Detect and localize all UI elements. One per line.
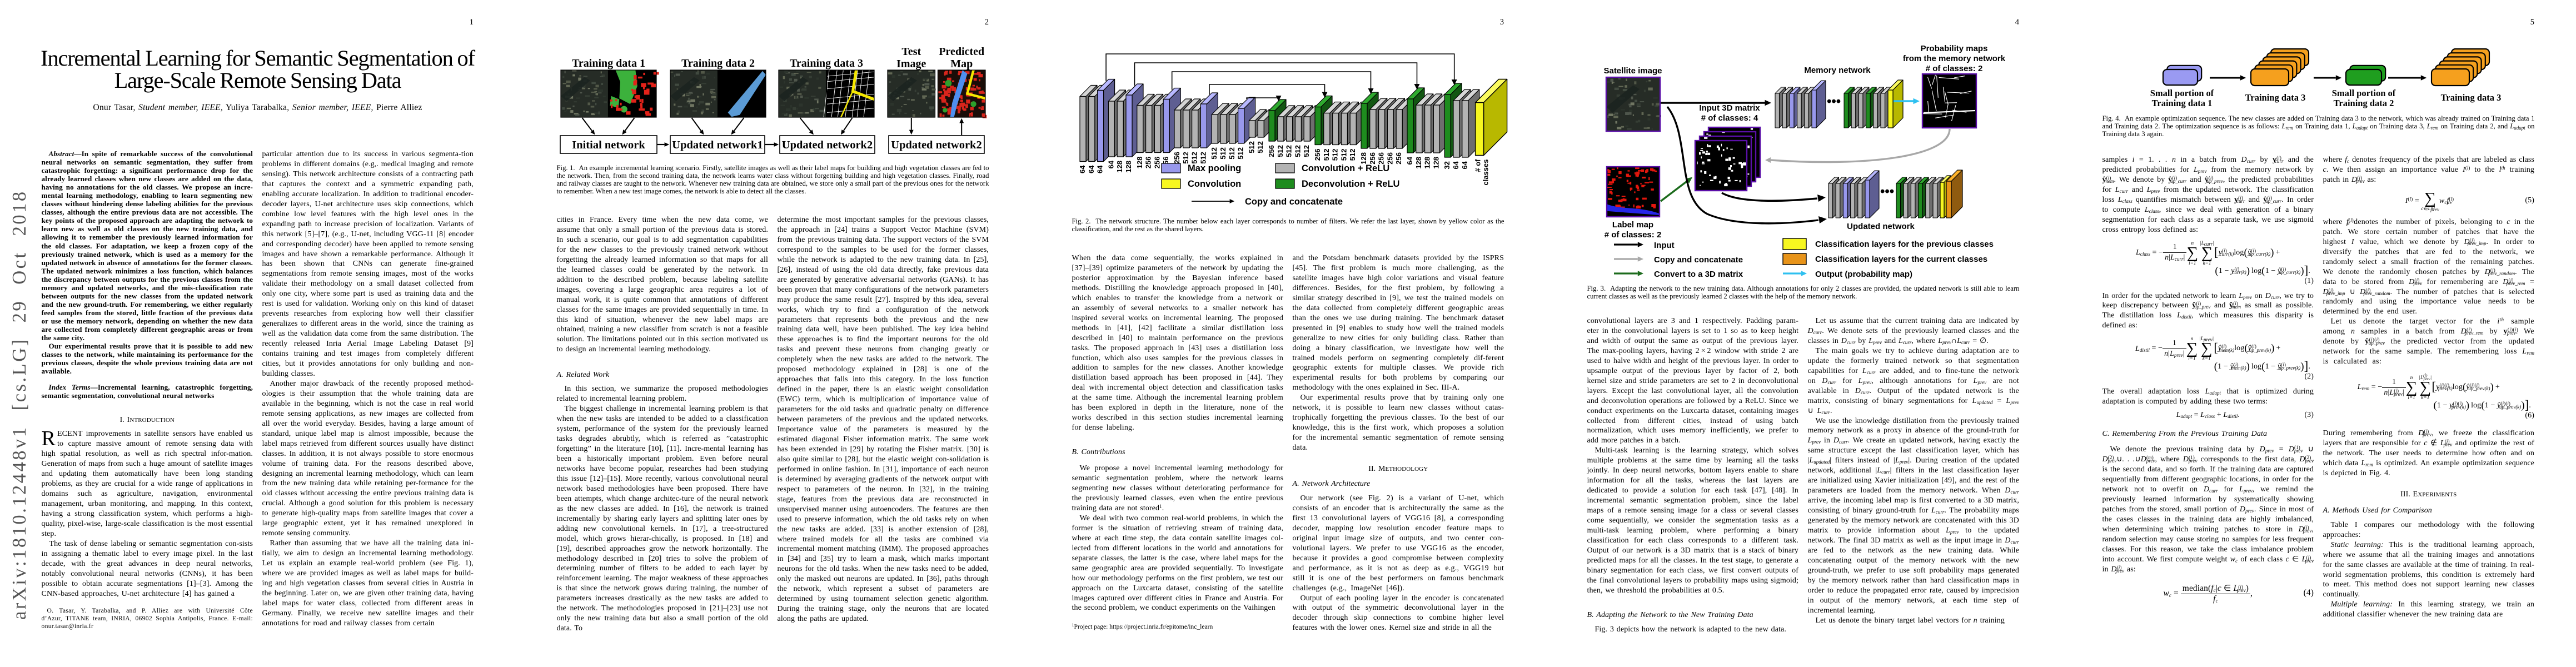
svg-text:Input: Input <box>1654 241 1675 250</box>
svg-text:Predicted: Predicted <box>939 46 984 58</box>
svg-text:Label map: Label map <box>1612 220 1653 230</box>
svg-text:32: 32 <box>1443 161 1451 169</box>
svg-text:Classification layers for the: Classification layers for the current cl… <box>1815 255 1987 264</box>
svg-text:512: 512 <box>1348 149 1357 161</box>
svg-text:Output (probability map): Output (probability map) <box>1815 270 1912 279</box>
svg-text:256: 256 <box>1267 145 1275 157</box>
svg-text:Training data 3: Training data 3 <box>790 57 863 69</box>
svg-text:Updated network: Updated network <box>1847 222 1915 231</box>
svg-text:Updated network2: Updated network2 <box>891 139 981 151</box>
svg-text:Test: Test <box>901 46 921 58</box>
svg-text:512: 512 <box>1322 149 1331 161</box>
svg-text:64: 64 <box>1452 161 1460 169</box>
svg-text:512: 512 <box>1247 141 1255 153</box>
svg-text:128: 128 <box>1135 157 1144 169</box>
svg-text:Memory network: Memory network <box>1804 66 1871 75</box>
svg-text:# of classes: 2: # of classes: 2 <box>1926 64 1983 73</box>
svg-text:# of: # of <box>1474 159 1482 172</box>
svg-text:512: 512 <box>1302 145 1311 157</box>
svg-text:Deconvolution + ReLU: Deconvolution + ReLU <box>1302 179 1399 189</box>
svg-text:Map: Map <box>950 58 973 70</box>
svg-text:Probability maps: Probability maps <box>1921 44 1988 53</box>
svg-text:64: 64 <box>1087 165 1095 173</box>
svg-text:512: 512 <box>1256 141 1264 153</box>
svg-text:Max pooling: Max pooling <box>1188 163 1241 173</box>
svg-text:Small portion of: Small portion of <box>2332 88 2396 98</box>
svg-text:512: 512 <box>1276 145 1284 157</box>
svg-text:•••: ••• <box>1880 184 1894 199</box>
svg-text:128: 128 <box>1423 157 1432 169</box>
svg-text:Image: Image <box>896 58 926 70</box>
svg-text:64: 64 <box>1461 161 1469 169</box>
svg-text:128: 128 <box>1414 157 1423 169</box>
svg-text:Satellite image: Satellite image <box>1603 66 1662 76</box>
svg-text:512: 512 <box>1210 147 1218 160</box>
svg-text:512: 512 <box>1331 149 1339 161</box>
svg-text:256: 256 <box>1377 152 1386 165</box>
svg-text:# of classes: 4: # of classes: 4 <box>1701 113 1758 123</box>
svg-text:classes: classes <box>1482 160 1490 186</box>
svg-text:128: 128 <box>1115 161 1124 173</box>
svg-text:Training data 1: Training data 1 <box>2152 98 2213 108</box>
svg-text:128: 128 <box>1124 161 1133 173</box>
svg-text:128: 128 <box>1359 152 1368 165</box>
svg-text:256: 256 <box>1368 152 1377 165</box>
svg-text:Convolution + ReLU: Convolution + ReLU <box>1302 163 1389 173</box>
svg-text:# of classes: 2: # of classes: 2 <box>1605 230 1662 240</box>
svg-text:512: 512 <box>1285 145 1293 157</box>
svg-text:128: 128 <box>1432 157 1440 169</box>
svg-text:Initial network: Initial network <box>572 139 645 151</box>
svg-text:Training data 2: Training data 2 <box>681 57 755 69</box>
svg-text:Copy and concatenate: Copy and concatenate <box>1654 255 1743 265</box>
svg-text:64: 64 <box>1096 165 1104 173</box>
svg-text:512: 512 <box>1182 152 1190 164</box>
svg-text:256: 256 <box>1153 157 1161 169</box>
svg-text:512: 512 <box>1190 152 1199 164</box>
svg-text:256: 256 <box>1144 157 1153 169</box>
svg-text:512: 512 <box>1228 147 1236 160</box>
svg-text:64: 64 <box>1107 160 1115 168</box>
svg-text:64: 64 <box>1078 165 1087 173</box>
svg-text:256: 256 <box>1386 152 1394 165</box>
svg-text:Training data 2: Training data 2 <box>2334 98 2394 108</box>
svg-text:Input 3D matrix: Input 3D matrix <box>1699 103 1760 113</box>
svg-text:Classification layers for the: Classification layers for the previous c… <box>1815 240 1994 249</box>
svg-text:Updated network2: Updated network2 <box>782 139 873 151</box>
svg-text:Copy and concatenate: Copy and concatenate <box>1245 197 1343 207</box>
svg-text:Training data 1: Training data 1 <box>572 57 645 69</box>
svg-text:Convolution: Convolution <box>1188 179 1241 189</box>
svg-text:512: 512 <box>1237 147 1245 160</box>
svg-text:Convert to a 3D matrix: Convert to a 3D matrix <box>1654 270 1743 279</box>
svg-text:256: 256 <box>1394 152 1403 165</box>
svg-text:Updated network1: Updated network1 <box>672 139 763 151</box>
svg-text:512: 512 <box>1219 147 1227 160</box>
svg-text:512: 512 <box>1339 149 1348 161</box>
svg-text:512: 512 <box>1293 145 1302 157</box>
svg-text:256: 256 <box>1313 149 1322 161</box>
svg-text:from the memory network: from the memory network <box>1903 54 2006 63</box>
svg-text:•••: ••• <box>1827 94 1841 109</box>
svg-text:64: 64 <box>1406 156 1414 165</box>
svg-text:512: 512 <box>1199 152 1207 164</box>
svg-text:256: 256 <box>1173 152 1181 164</box>
svg-text:Training data 3: Training data 3 <box>2245 92 2306 103</box>
svg-text:Small portion of: Small portion of <box>2150 88 2214 98</box>
svg-text:Training data 3: Training data 3 <box>2441 92 2502 103</box>
